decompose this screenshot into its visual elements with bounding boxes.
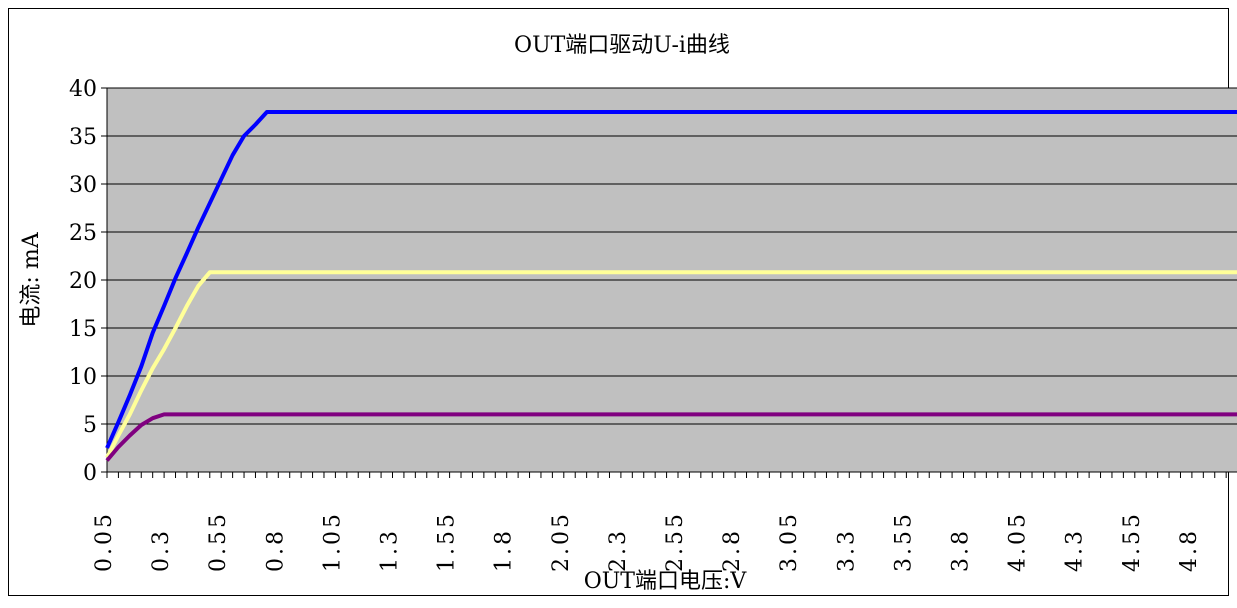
x-axis: 0.05 0.3 0.55 0.8 1.05 1.3 1.55 1.8 2.05 2.3 2.55 2… xyxy=(92,471,1237,572)
x-tick-label: 0.3 xyxy=(149,528,174,572)
x-tick-label: 2.8 xyxy=(720,528,745,572)
y-tick-label: 30 xyxy=(69,173,97,198)
x-tick-label: 3.55 xyxy=(891,511,916,572)
x-tick-label: 2.05 xyxy=(549,511,574,572)
x-tick-label: 0.05 xyxy=(92,511,117,572)
x-tick-label: 1.55 xyxy=(435,511,460,572)
series-line-2 xyxy=(105,270,1237,459)
x-tick-label: 4.05 xyxy=(1006,511,1031,572)
x-tick-label: 1.8 xyxy=(492,528,517,572)
chart-title: OUT端口驱动U-i曲线 xyxy=(514,33,730,58)
x-axis-label: OUT端口电压:V xyxy=(584,569,748,594)
y-tick-label: 5 xyxy=(83,413,97,438)
y-axis-label: 电流: mA xyxy=(19,231,44,327)
x-tick-label: 4.3 xyxy=(1063,528,1088,572)
x-tick-label: 2.55 xyxy=(663,511,688,572)
y-tick-label: 35 xyxy=(69,125,97,150)
x-tick-label: 4.8 xyxy=(1177,528,1202,572)
y-axis: 0 5 10 15 20 25 30 35 40 xyxy=(69,77,108,486)
x-tick-label: 1.3 xyxy=(378,528,403,572)
series-line-1 xyxy=(105,110,1237,449)
y-tick-label: 0 xyxy=(83,461,97,486)
y-tick-label: 20 xyxy=(69,269,97,294)
y-tick-label: 15 xyxy=(69,317,97,342)
x-tick-label: 3.3 xyxy=(834,528,859,572)
y-tick-label: 40 xyxy=(69,77,97,102)
gridlines xyxy=(107,87,1237,425)
y-tick-label: 10 xyxy=(69,365,97,390)
series-line-3 xyxy=(105,412,1237,462)
x-tick-label: 0.55 xyxy=(206,511,231,572)
x-tick-label: 1.05 xyxy=(320,511,345,572)
x-tick-label: 4.55 xyxy=(1120,511,1145,572)
y-tick-label: 25 xyxy=(69,221,97,246)
x-tick-label: 2.3 xyxy=(606,528,631,572)
series-lines xyxy=(105,110,1237,462)
x-tick-label: 3.8 xyxy=(949,528,974,572)
x-tick-label: 3.05 xyxy=(777,511,802,572)
x-tick-label: 0.8 xyxy=(263,528,288,572)
